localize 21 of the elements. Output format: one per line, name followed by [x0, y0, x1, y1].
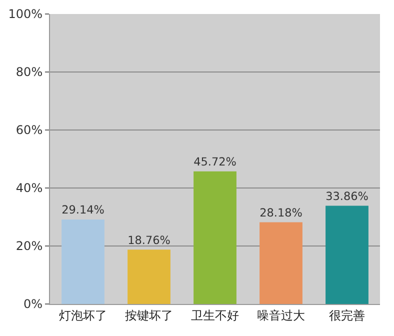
- bar: [194, 171, 236, 304]
- y-tick-label: 100%: [8, 7, 43, 22]
- y-tick-label: 0%: [24, 297, 43, 312]
- bar: [62, 219, 104, 304]
- data-label: 28.18%: [260, 206, 303, 220]
- x-tick-label: 卫生不好: [191, 308, 239, 322]
- x-tick-label: 灯泡坏了: [59, 308, 107, 322]
- x-tick-label: 按键坏了: [125, 308, 173, 322]
- data-label: 45.72%: [194, 156, 237, 169]
- data-label: 33.86%: [326, 190, 369, 203]
- data-label: 18.76%: [128, 234, 171, 247]
- y-tick-label: 20%: [16, 239, 43, 254]
- y-tick-label: 80%: [16, 65, 43, 80]
- bar: [260, 222, 302, 304]
- y-tick-label: 40%: [16, 181, 43, 196]
- data-label: 29.14%: [62, 204, 105, 217]
- y-tick-label: 60%: [16, 123, 43, 138]
- x-tick-label: 很完善: [329, 308, 365, 322]
- x-tick-label: 噪音过大: [257, 308, 305, 322]
- bar: [326, 206, 368, 304]
- bar: [128, 250, 170, 304]
